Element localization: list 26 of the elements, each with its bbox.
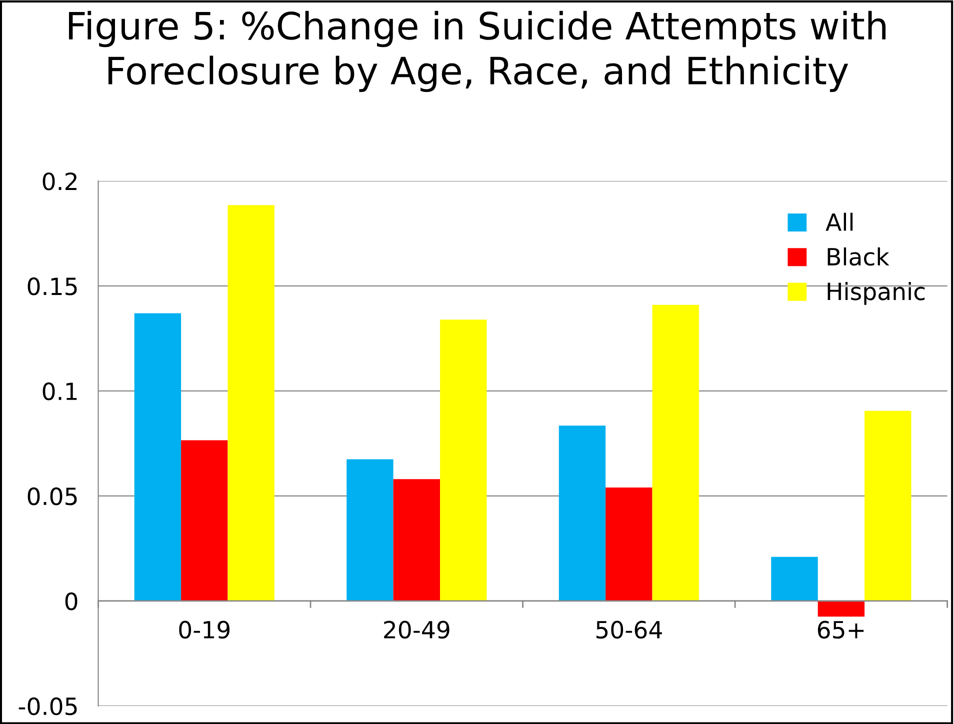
bar bbox=[440, 320, 487, 601]
bar bbox=[181, 440, 228, 601]
bar bbox=[134, 313, 182, 601]
bar bbox=[771, 556, 818, 601]
y-tick-label: 0.1 bbox=[42, 382, 77, 400]
bar bbox=[606, 488, 652, 601]
x-tick-label: 20-49 bbox=[384, 620, 450, 639]
x-tick-label: 0-19 bbox=[179, 620, 230, 639]
bar bbox=[393, 479, 440, 601]
bar bbox=[818, 600, 865, 617]
legend-label: Black bbox=[828, 247, 890, 266]
bar bbox=[864, 410, 912, 601]
legend-label: All bbox=[826, 212, 853, 231]
chart-title: Figure 5: %Change in Suicide Attempts with Foreclosure by Age, Race, and Ethnicity bbox=[68, 10, 886, 92]
bar bbox=[558, 426, 606, 601]
y-tick-label: 0.15 bbox=[28, 277, 77, 296]
bar bbox=[346, 459, 394, 601]
bar bbox=[228, 205, 274, 601]
bar bbox=[652, 304, 699, 601]
legend-label: Hispanic bbox=[828, 282, 925, 305]
y-tick-label: -0.05 bbox=[18, 697, 77, 716]
y-tick-label: 0 bbox=[65, 592, 78, 610]
x-tick-label: 65+ bbox=[818, 620, 864, 639]
x-tick-label: 50-64 bbox=[596, 620, 662, 639]
y-tick-label: 0.05 bbox=[28, 487, 77, 506]
y-tick-label: 0.2 bbox=[42, 172, 76, 190]
